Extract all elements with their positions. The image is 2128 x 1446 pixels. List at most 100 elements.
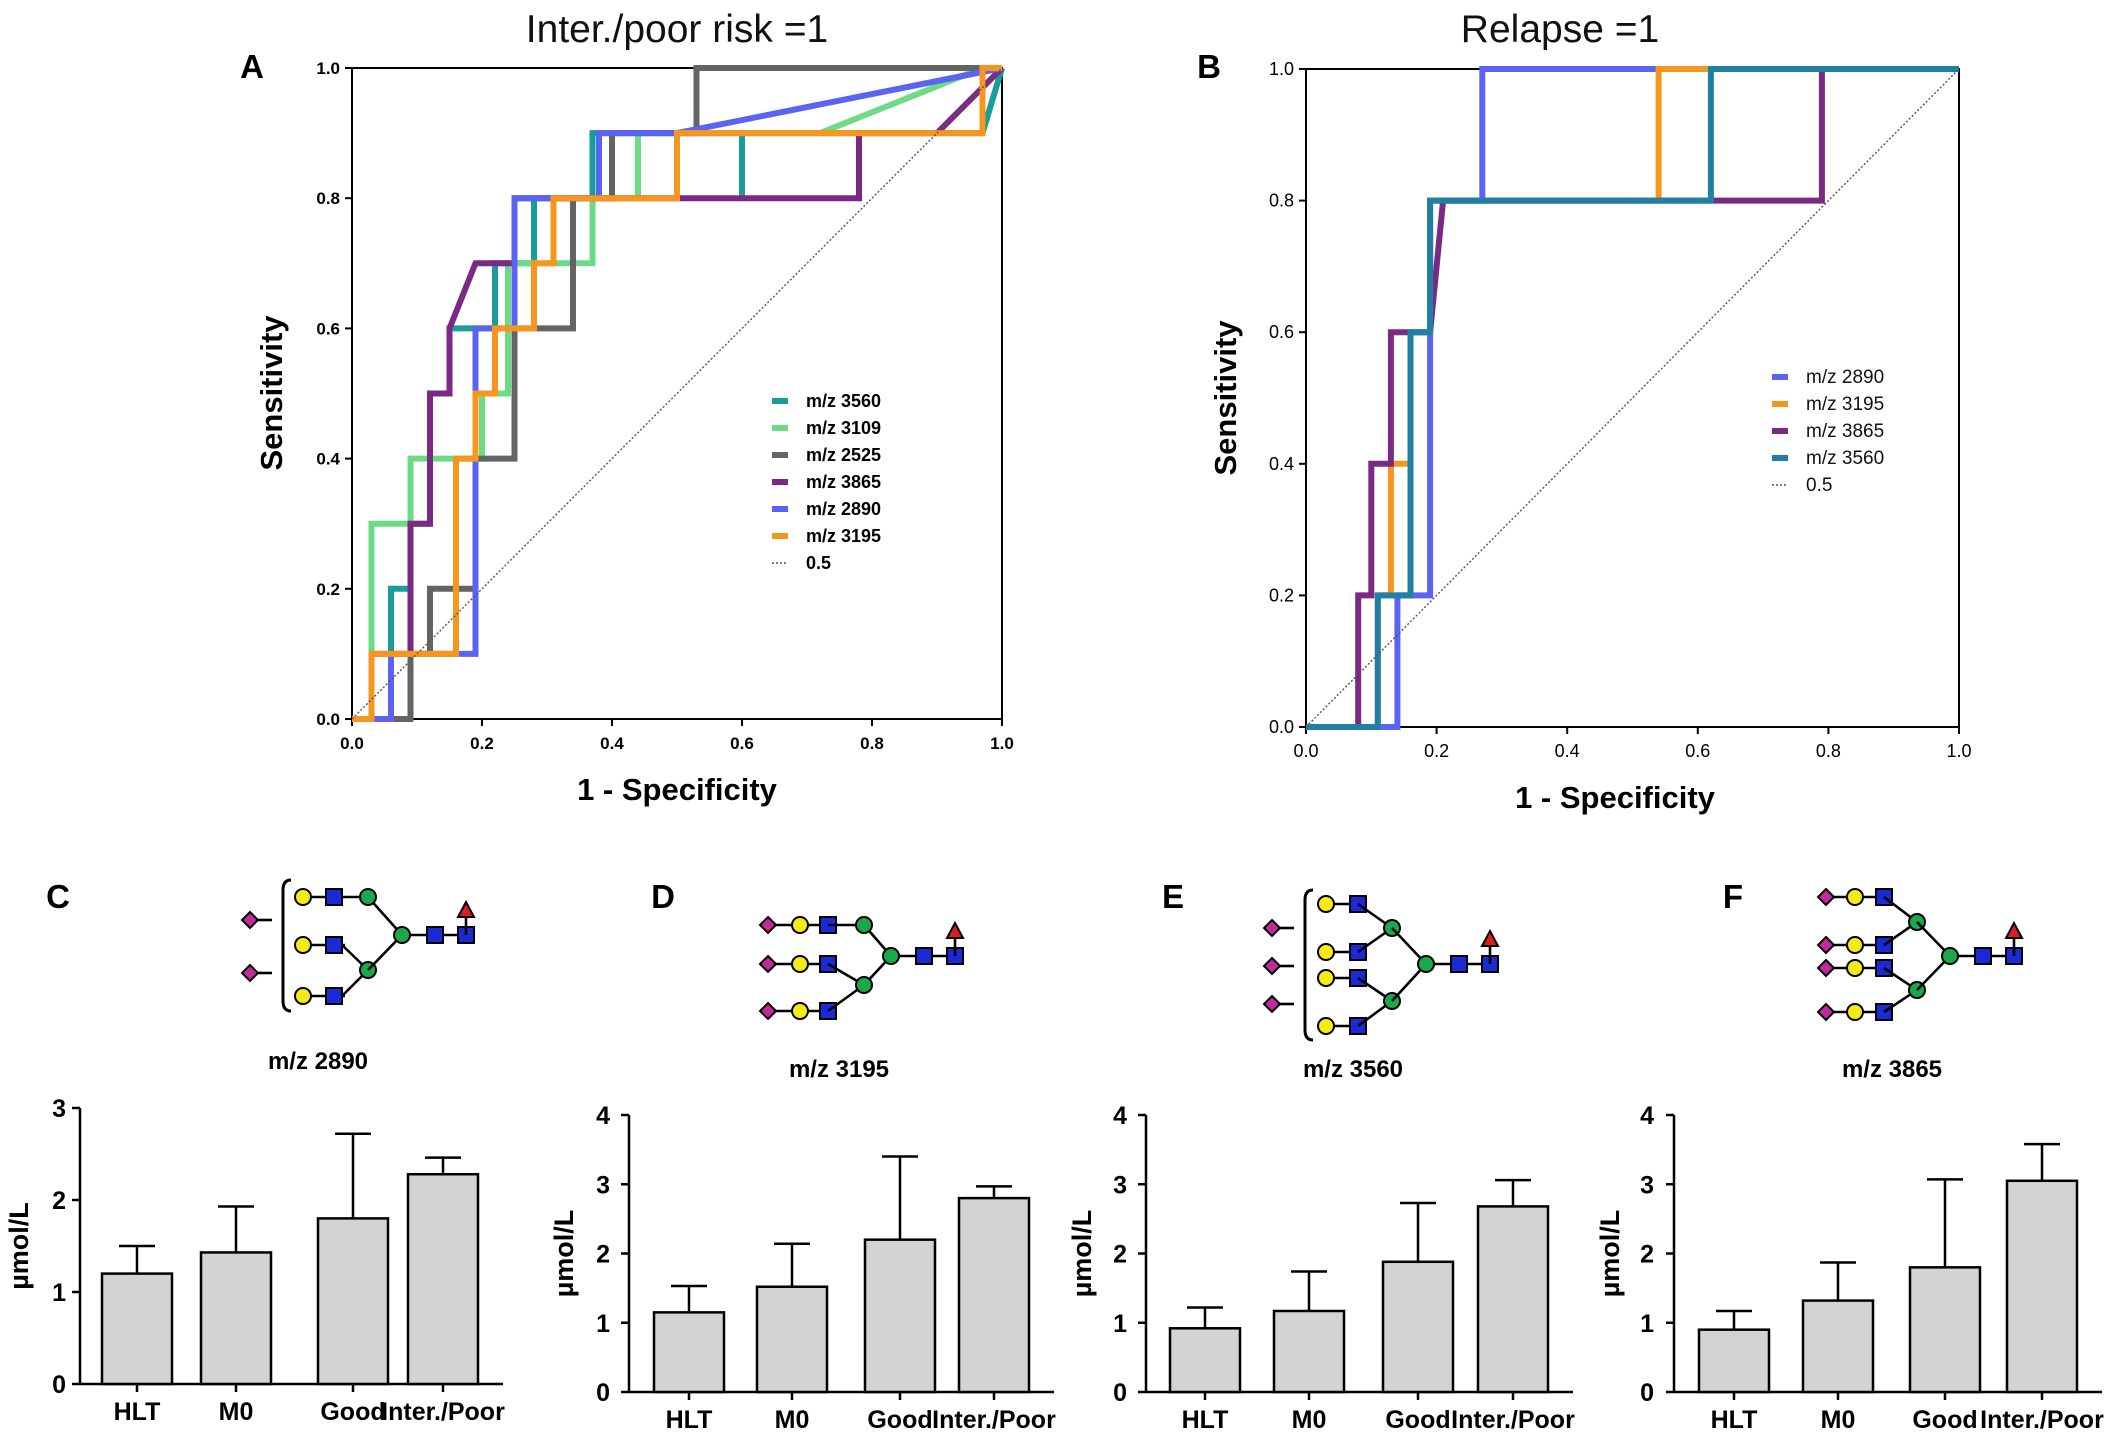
glycan-3195 (758, 915, 965, 1021)
galactose-icon (791, 955, 809, 973)
y-tick-label: 2 (1640, 1241, 1654, 1269)
sialic-acid-icon (758, 915, 778, 935)
sialic-acid-icon (1816, 1002, 1836, 1022)
x-tick-label: Inter./Poor (932, 1406, 1056, 1434)
sialic-acid-icon (758, 954, 778, 974)
glcnac-icon (325, 888, 343, 906)
legend-entry: m/z 3195 (806, 526, 881, 546)
mannose-icon (359, 888, 377, 906)
plot-frame (351, 67, 1003, 720)
fucose-icon (945, 920, 965, 939)
bar (652, 1311, 726, 1394)
y-tick-label: 1 (52, 1279, 66, 1307)
bar (406, 1172, 480, 1386)
legend-entry: m/z 2525 (806, 445, 881, 465)
bar (1381, 1260, 1455, 1394)
galactose-icon (1846, 959, 1864, 977)
bar (1272, 1309, 1346, 1394)
y-tick-label: 4 (596, 1102, 610, 1130)
x-tick-label: HLT (1182, 1406, 1229, 1434)
roc-series-mz3195 (352, 65, 1002, 722)
y-tick-label: 2 (596, 1241, 610, 1269)
bar-panel-e: Em/z 3560 0 1 2 3 4 µmol/L HLT M0 Good Inter./Poor (1067, 878, 1575, 1434)
bar (957, 1196, 1031, 1394)
mannose-icon (1417, 955, 1435, 973)
y-tick-label: 2 (1113, 1241, 1127, 1269)
y-axis-label: µmol/L (1595, 1210, 1625, 1298)
y-tick-label: 0 (52, 1371, 66, 1399)
y-tick-label: 0.8 (1269, 191, 1294, 211)
y-tick-label: 0.0 (1269, 717, 1294, 737)
bar (1908, 1266, 1982, 1394)
glcnac-icon (325, 987, 343, 1005)
y-tick-label: 2 (52, 1187, 66, 1215)
galactose-icon (1317, 1017, 1335, 1035)
sialic-acid-icon (758, 1001, 778, 1021)
x-tick-label: 1.0 (1946, 741, 1971, 761)
y-tick-label: 3 (52, 1095, 66, 1123)
legend-entry: 0.5 (806, 553, 831, 573)
sialic-acid-icon (1816, 887, 1836, 907)
legend-entry: m/z 3109 (806, 418, 881, 438)
glycan-mz-label: m/z 2890 (268, 1048, 368, 1075)
roc-series-mz3560 (1306, 66, 1959, 730)
y-tick-label: 0.2 (316, 580, 340, 599)
galactose-icon (1317, 895, 1335, 913)
galactose-icon (1317, 969, 1335, 987)
legend-entry: m/z 2890 (806, 499, 881, 519)
glycan-3865 (1816, 887, 2024, 1022)
x-tick-label: 0.2 (1424, 741, 1449, 761)
x-tick-label: Good (867, 1406, 932, 1434)
y-tick-label: 3 (1640, 1171, 1654, 1199)
reference-line-series (1305, 68, 1960, 728)
x-tick-label: 0.0 (340, 734, 364, 753)
x-tick-label: Inter./Poor (381, 1398, 505, 1426)
glycan-mz-label: m/z 3865 (1842, 1056, 1942, 1083)
bar (1168, 1327, 1242, 1394)
galactose-icon (294, 987, 312, 1005)
y-tick-label: 1 (1113, 1310, 1127, 1338)
bar (863, 1238, 937, 1394)
sialic-acid-icon (1816, 958, 1836, 978)
legend-entry: m/z 3560 (1806, 448, 1884, 469)
y-tick-label: 4 (1640, 1102, 1654, 1130)
mannose-icon (855, 976, 873, 994)
fucose-icon (1480, 928, 1500, 947)
panel-label: C (46, 878, 70, 915)
roc-panel-b: Relapse =1 B 0.0 0.2 0.4 0.6 0.8 1.0 0.0 0.2 0.4 0.… (1197, 8, 1971, 815)
roc-series-mz3865 (1306, 66, 1959, 730)
y-tick-label: 0.4 (1269, 454, 1294, 474)
y-tick-label: 1.0 (1269, 59, 1294, 79)
y-tick-label: 3 (1113, 1171, 1127, 1199)
mannose-icon (393, 926, 411, 944)
bar (2005, 1179, 2079, 1394)
mannose-icon (1941, 947, 1959, 965)
bar (1801, 1299, 1875, 1394)
panel-label: F (1723, 878, 1743, 915)
y-tick-label: 0 (1640, 1379, 1654, 1407)
reference-line-series (351, 67, 1003, 720)
y-axis-label: µmol/L (549, 1210, 579, 1298)
bar-panel-f: Fm/z 3865 0 1 2 3 4 µmol/L HLT M0 Good Inter./Poor (1595, 878, 2104, 1434)
glcnac-icon (1974, 947, 1992, 965)
bar (1476, 1205, 1550, 1394)
y-tick-label: 0.4 (316, 450, 340, 469)
bar (100, 1272, 174, 1386)
roc-series-mz2890 (1306, 66, 1959, 730)
x-tick-label: 0.8 (1816, 741, 1841, 761)
galactose-icon (294, 936, 312, 954)
y-tick-label: 1.0 (316, 59, 340, 78)
glcnac-icon (1450, 955, 1468, 973)
galactose-icon (1846, 936, 1864, 954)
panel-label: E (1162, 878, 1184, 915)
glcnac-icon (915, 947, 933, 965)
legend-entry: m/z 3865 (1806, 421, 1884, 442)
galactose-icon (791, 1002, 809, 1020)
x-tick-label: M0 (1292, 1406, 1327, 1434)
y-tick-label: 0.6 (1269, 322, 1294, 342)
galactose-icon (1317, 943, 1335, 961)
x-tick-label: Inter./Poor (1451, 1406, 1575, 1434)
